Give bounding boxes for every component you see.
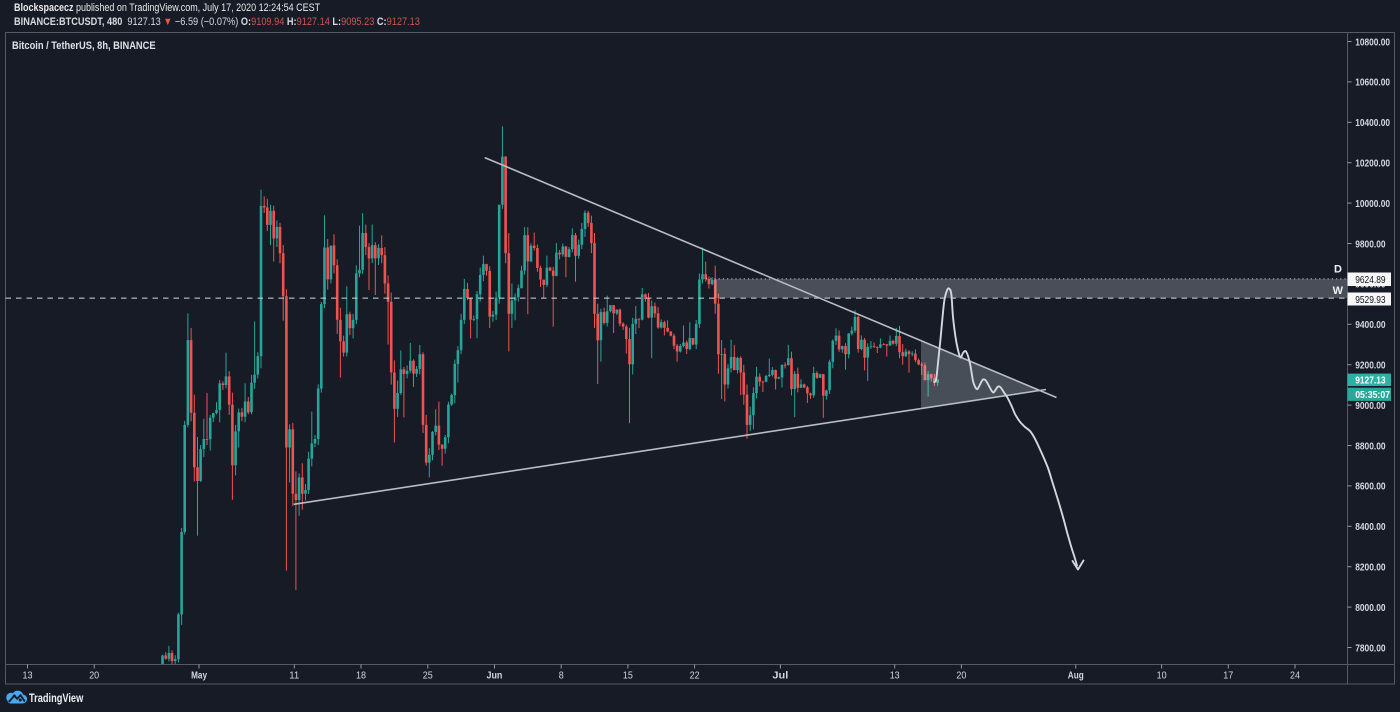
svg-text:10600.00: 10600.00: [1355, 77, 1390, 89]
svg-text:9400.00: 9400.00: [1355, 319, 1386, 331]
svg-text:9000.00: 9000.00: [1355, 400, 1386, 412]
svg-text:17: 17: [1223, 670, 1233, 682]
svg-text:9529.93: 9529.93: [1355, 294, 1386, 306]
svg-text:8200.00: 8200.00: [1355, 562, 1386, 574]
svg-text:05:35:07: 05:35:07: [1355, 389, 1390, 401]
svg-text:8800.00: 8800.00: [1355, 440, 1386, 452]
svg-text:8000.00: 8000.00: [1355, 602, 1386, 614]
svg-text:9127.13: 9127.13: [1355, 375, 1386, 387]
svg-text:Aug: Aug: [1068, 670, 1084, 682]
svg-text:W: W: [1333, 285, 1344, 297]
svg-text:10800.00: 10800.00: [1355, 36, 1390, 48]
svg-text:10000.00: 10000.00: [1355, 198, 1390, 210]
svg-text:25: 25: [423, 670, 433, 682]
svg-text:9200.00: 9200.00: [1355, 360, 1386, 372]
svg-text:10: 10: [1157, 670, 1167, 682]
svg-text:8400.00: 8400.00: [1355, 521, 1386, 533]
svg-text:18: 18: [356, 670, 366, 682]
svg-text:Jun: Jun: [487, 670, 503, 682]
svg-text:10200.00: 10200.00: [1355, 158, 1390, 170]
svg-text:8600.00: 8600.00: [1355, 481, 1386, 493]
svg-text:9624.89: 9624.89: [1355, 274, 1386, 286]
svg-text:20: 20: [89, 670, 99, 682]
svg-text:7800.00: 7800.00: [1355, 642, 1386, 654]
svg-text:May: May: [191, 670, 207, 682]
svg-text:D: D: [1334, 264, 1342, 276]
svg-text:Jul: Jul: [772, 670, 788, 682]
svg-text:24: 24: [1290, 670, 1300, 682]
svg-text:13: 13: [23, 670, 33, 682]
svg-text:20: 20: [956, 670, 966, 682]
svg-text:15: 15: [623, 670, 633, 682]
svg-text:13: 13: [890, 670, 900, 682]
svg-text:9800.00: 9800.00: [1355, 238, 1386, 250]
svg-text:22: 22: [690, 670, 700, 682]
svg-text:8: 8: [559, 670, 564, 682]
svg-text:10400.00: 10400.00: [1355, 117, 1390, 129]
svg-text:11: 11: [289, 670, 299, 682]
